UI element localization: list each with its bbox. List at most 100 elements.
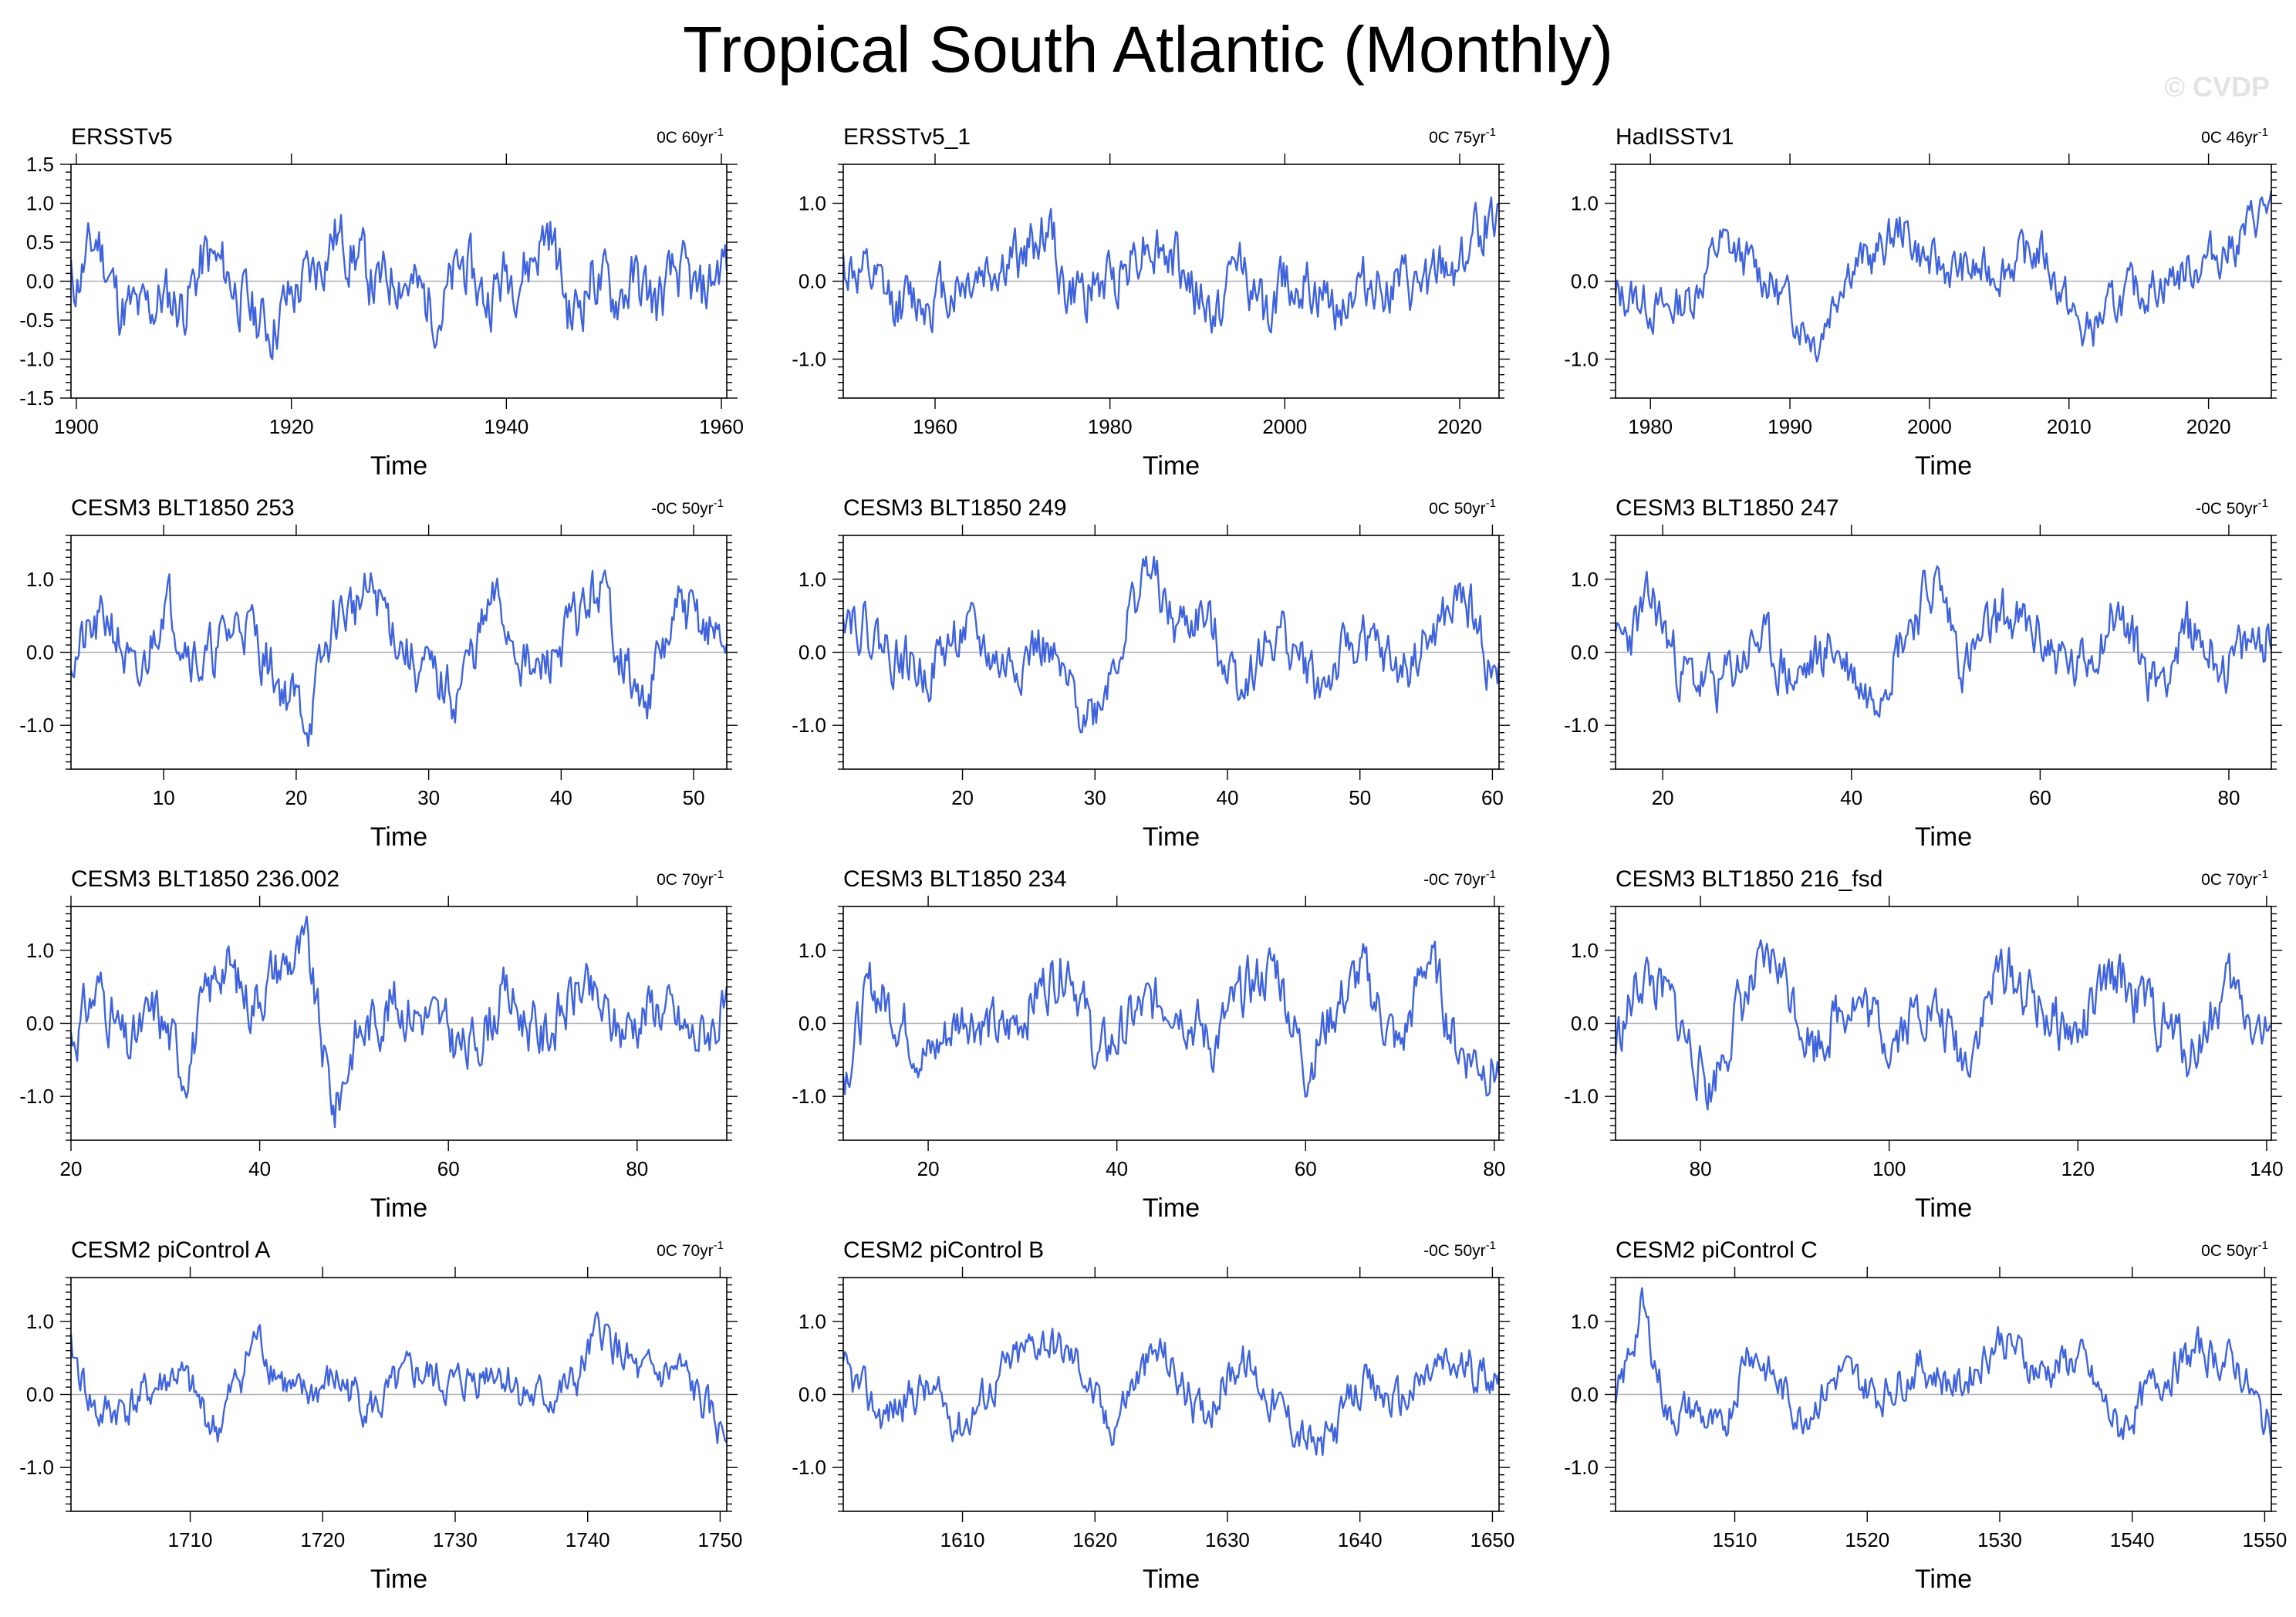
y-tick-label: 0.0 (799, 1383, 826, 1406)
panel-11: -1.0 0.0 1.0 1610 1620 1630 1640 1650 CESM2 piCo… (792, 1237, 1514, 1594)
cvdp-watermark: © CVDP (2164, 71, 2270, 103)
x-tick-label: 1610 (940, 1528, 985, 1551)
panel-title: CESM3 BLT1850 236.002 (71, 866, 339, 892)
trend-label: 0C 50yr-1 (1429, 497, 1496, 518)
x-tick-label: 1720 (300, 1528, 345, 1551)
x-tick-label: 50 (1349, 786, 1371, 809)
x-tick-label: 1940 (484, 415, 528, 438)
x-tick-label: 1510 (1713, 1528, 1757, 1551)
x-axis-label: Time (1915, 451, 1972, 481)
x-tick-label: 2020 (2186, 415, 2231, 438)
x-tick-label: 50 (683, 786, 705, 809)
y-tick-label: 0.0 (1571, 1012, 1599, 1035)
y-tick-label: 1.0 (799, 192, 826, 215)
x-tick-label: 30 (1084, 786, 1106, 809)
y-tick-label: -1.0 (792, 1085, 826, 1108)
x-tick-label: 2000 (1262, 415, 1307, 438)
y-tick-label: -1.0 (19, 714, 54, 737)
x-tick-label: 1740 (566, 1528, 610, 1551)
trend-label: -0C 70yr-1 (1423, 868, 1496, 889)
panel-8: -1.0 0.0 1.0 20 40 60 80 CESM3 BLT1850 234 -0C 7… (792, 866, 1510, 1223)
x-tick-label: 1990 (1768, 415, 1812, 438)
x-tick-label: 40 (1106, 1157, 1128, 1180)
x-tick-label: 100 (1872, 1157, 1906, 1180)
x-tick-label: 1920 (269, 415, 314, 438)
x-tick-label: 2020 (1437, 415, 1482, 438)
y-tick-label: 1.0 (26, 1310, 54, 1333)
series-line (69, 915, 728, 1129)
panel-title: CESM2 piControl C (1616, 1237, 1818, 1263)
y-tick-label: -1.0 (19, 1456, 54, 1479)
x-tick-label: 80 (626, 1157, 648, 1180)
series-line (842, 940, 1501, 1098)
y-tick-label: -1.0 (1564, 1085, 1599, 1108)
x-tick-label: 1710 (168, 1528, 213, 1551)
series-line (69, 1311, 728, 1444)
x-tick-label: 1630 (1205, 1528, 1250, 1551)
x-axis-label: Time (1143, 451, 1200, 481)
x-tick-label: 1550 (2242, 1528, 2287, 1551)
y-tick-label: -1.0 (19, 1085, 54, 1108)
y-tick-label: 1.0 (1571, 192, 1599, 215)
series-line (1614, 190, 2273, 363)
series-line (842, 196, 1500, 334)
x-tick-label: 1980 (1088, 415, 1133, 438)
y-tick-label: 0.0 (1571, 1383, 1599, 1406)
panel-title: CESM3 BLT1850 247 (1616, 495, 1839, 521)
y-tick-label: 0.0 (1571, 270, 1599, 293)
trend-label: 0C 70yr-1 (2201, 868, 2268, 889)
panel-9: -1.0 0.0 1.0 80 100 120 140 CESM3 BLT1850 216_f… (1564, 866, 2283, 1223)
x-tick-label: 80 (1690, 1157, 1712, 1180)
x-tick-label: 1900 (54, 415, 99, 438)
y-tick-label: 1.0 (26, 939, 54, 962)
trend-label: 0C 60yr-1 (657, 126, 724, 147)
panel-title: CESM3 BLT1850 216_fsd (1616, 866, 1882, 892)
panel-6: -1.0 0.0 1.0 20 40 60 80 CESM3 BLT1850 247 -0C 5… (1564, 495, 2282, 852)
y-tick-label: 1.0 (799, 1310, 826, 1333)
x-tick-label: 1650 (1470, 1528, 1514, 1551)
x-axis-label: Time (1143, 822, 1200, 852)
x-tick-label: 10 (153, 786, 175, 809)
series-line (1614, 565, 2273, 718)
y-tick-label: 0.0 (1571, 641, 1599, 664)
y-tick-label: 1.0 (26, 568, 54, 591)
x-tick-label: 1530 (1977, 1528, 2022, 1551)
y-tick-label: 1.0 (1571, 568, 1599, 591)
x-tick-label: 1730 (433, 1528, 478, 1551)
y-tick-label: -0.5 (19, 309, 54, 332)
x-axis-label: Time (370, 451, 427, 481)
y-tick-label: 0.0 (26, 1383, 54, 1406)
panel-title: HadISSTv1 (1616, 124, 1734, 150)
trend-label: -0C 50yr-1 (651, 497, 724, 518)
x-tick-label: 60 (2029, 786, 2051, 809)
y-tick-label: -1.0 (792, 348, 826, 371)
y-tick-label: 1.0 (1571, 939, 1599, 962)
y-tick-label: -1.5 (19, 387, 54, 410)
x-tick-label: 80 (1483, 1157, 1505, 1180)
x-tick-label: 40 (550, 786, 572, 809)
y-tick-label: 1.0 (26, 192, 54, 215)
x-tick-label: 20 (951, 786, 974, 809)
x-tick-label: 1640 (1338, 1528, 1383, 1551)
y-tick-label: 0.0 (799, 270, 826, 293)
series-line (1614, 939, 2272, 1111)
y-tick-label: 0.0 (799, 1012, 826, 1035)
x-tick-label: 80 (2218, 786, 2240, 809)
trend-label: 0C 70yr-1 (657, 868, 724, 889)
y-tick-label: -1.0 (792, 714, 826, 737)
panel-1: -1.5 -1.0 -0.5 0.0 0.5 1.0 1.5 1900 1920 1940 1960… (19, 124, 744, 481)
y-tick-label: -1.0 (1564, 714, 1599, 737)
y-tick-label: 1.0 (1571, 1310, 1599, 1333)
panel-3: -1.0 0.0 1.0 1980 1990 2000 2010 2020 HadISSTv1 0… (1564, 124, 2282, 481)
panel-title: ERSSTv5_1 (843, 124, 971, 150)
y-tick-label: -1.0 (19, 348, 54, 371)
panel-5: -1.0 0.0 1.0 20 30 40 50 60 CESM3 BLT1850 249 0C … (792, 495, 1510, 852)
x-tick-label: 30 (417, 786, 440, 809)
series-line (69, 214, 728, 360)
y-tick-label: 0.0 (26, 641, 54, 664)
x-tick-label: 1980 (1628, 415, 1673, 438)
panel-title: CESM2 piControl B (843, 1237, 1044, 1263)
panel-title: CESM3 BLT1850 249 (843, 495, 1067, 521)
trend-label: 0C 46yr-1 (2201, 126, 2268, 147)
